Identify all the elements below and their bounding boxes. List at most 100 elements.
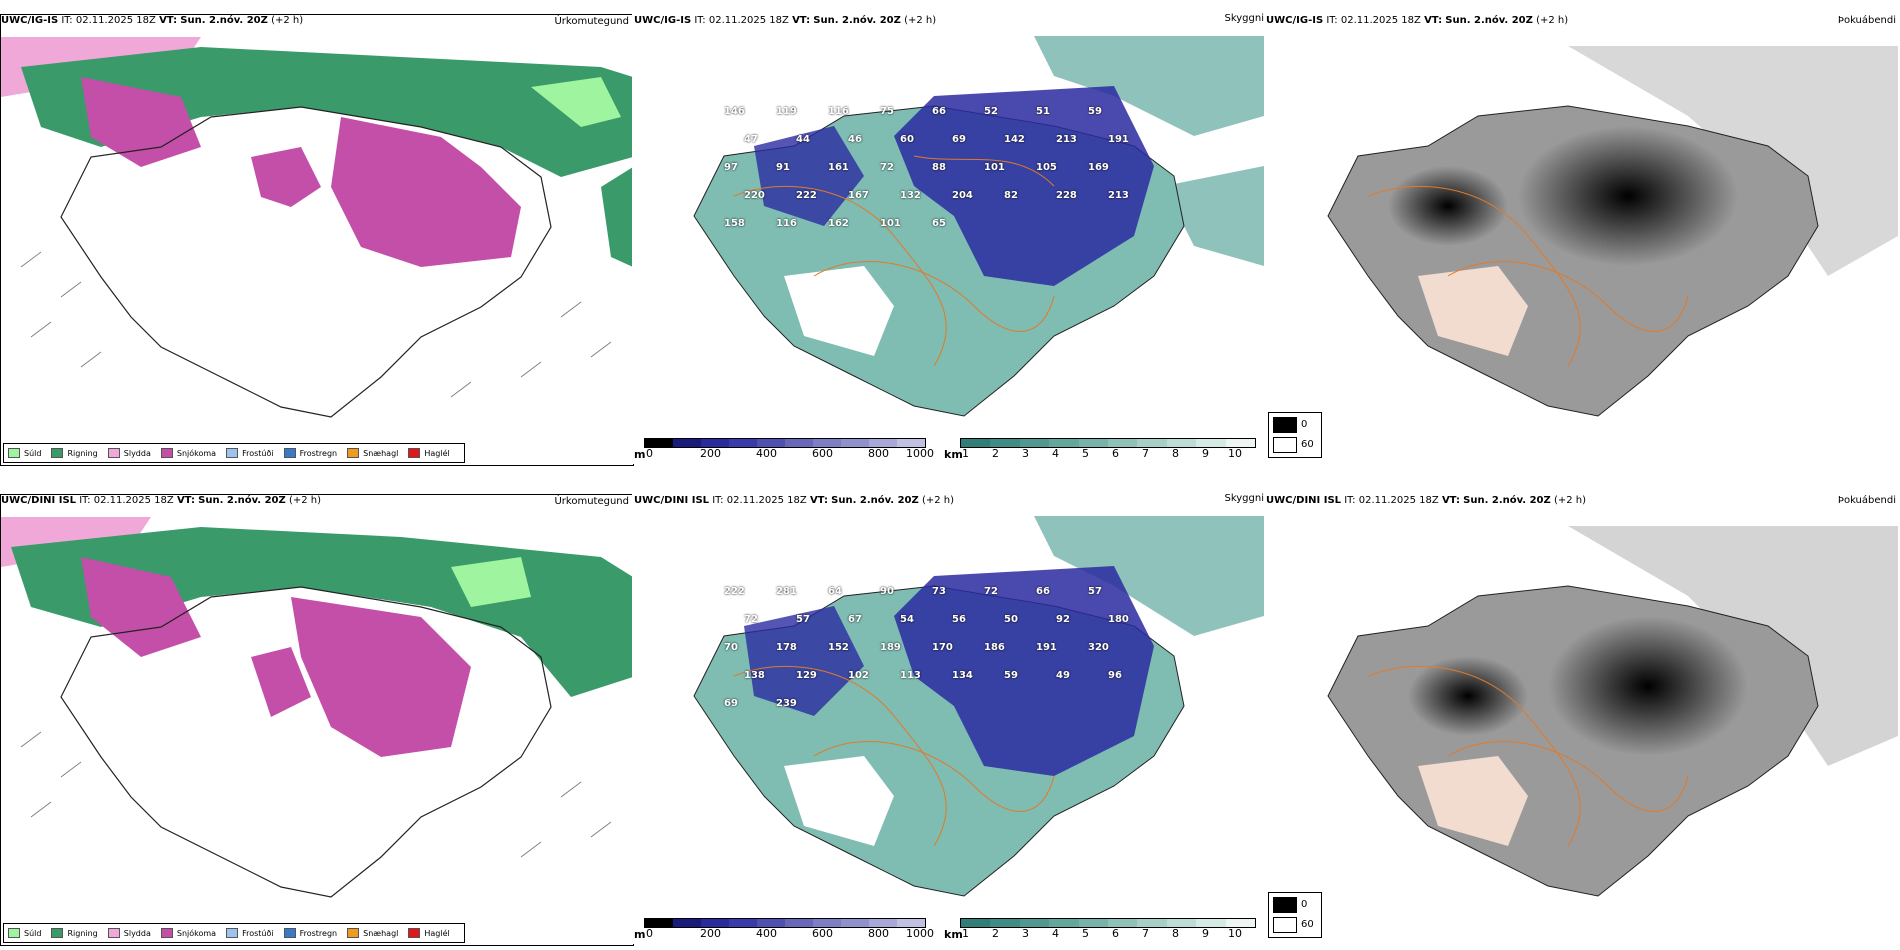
legend-item: Súld (8, 448, 41, 458)
high-fog-area (1548, 616, 1748, 756)
snow-area (251, 647, 311, 717)
panel-title: Skyggni (1224, 13, 1264, 24)
visibility-tick: 7 (1142, 447, 1149, 460)
high-fog-area (1388, 166, 1508, 246)
legend-item: Frostúði (226, 928, 274, 938)
fog-map-svg (1268, 516, 1898, 916)
fog-map (1268, 36, 1898, 436)
wind-barbs (20, 731, 612, 858)
visibility-map (634, 36, 1264, 436)
visibility-tick: 4 (1052, 447, 1059, 460)
fog-legend-low: 60 (1301, 439, 1314, 450)
iceland-coastline (60, 586, 552, 898)
clear-area (784, 266, 894, 356)
snow-area (81, 77, 201, 167)
legend-swatch (51, 448, 64, 458)
panel-header: UWC/IG-IS IT: 02.11.2025 18Z VT: Sun. 2.… (1266, 15, 1569, 26)
fog-map (1268, 516, 1898, 916)
panel-title: Þokuábendi (1837, 495, 1896, 506)
legend-item: Snæhagl (347, 928, 398, 938)
visibility-tick: 5 (1082, 447, 1089, 460)
precip-map-svg (1, 517, 633, 919)
fog-legend-high: 0 (1301, 419, 1308, 430)
legend-swatch (160, 448, 173, 458)
panel-title: Úrkomutegund (554, 496, 629, 507)
legend-item: Frostúði (226, 448, 274, 458)
drizzle-area (451, 557, 531, 607)
precip-type-legend: Súld Rigning Slydda Snjókoma Frostúði Fr… (3, 923, 465, 943)
terrain-contours (733, 155, 1055, 367)
panel-header: UWC/DINI ISL IT: 02.11.2025 18Z VT: Sun.… (1, 495, 322, 506)
legend-item: Rigning (51, 928, 98, 938)
legend-swatch (226, 448, 239, 458)
visibility-panel-bottom: UWC/DINI ISL IT: 02.11.2025 18Z VT: Sun.… (632, 493, 1264, 944)
precip-map (1, 37, 633, 439)
legend-swatch (408, 448, 421, 458)
wind-barbs (20, 251, 612, 398)
sea-low-vis (1164, 166, 1264, 266)
low-ceiling-area (744, 606, 864, 716)
snow-area (291, 597, 471, 757)
fog-panel-top: UWC/IG-IS IT: 02.11.2025 18Z VT: Sun. 2.… (1264, 14, 1900, 464)
ceiling-tick: 1000 (906, 447, 934, 460)
panel-title: Úrkomutegund (554, 16, 629, 27)
low-ceiling-area (894, 566, 1154, 776)
terrain-contours (1367, 665, 1689, 847)
it-label: IT: (61, 15, 73, 26)
vt-label: VT: (159, 15, 178, 26)
high-fog-area (1408, 656, 1528, 736)
legend-item: Snjókoma (160, 928, 216, 938)
visibility-tick: 9 (1202, 447, 1209, 460)
sea-low-vis (1034, 516, 1264, 636)
legend-item: Rigning (51, 448, 98, 458)
low-ceiling-area (894, 86, 1154, 286)
vt-value: Sun. 2.nóv. 20Z (180, 15, 268, 26)
legend-swatch (283, 448, 296, 458)
precip-panel-bottom: UWC/DINI ISL IT: 02.11.2025 18Z VT: Sun.… (0, 494, 634, 946)
ceiling-colorbar-strip (644, 438, 926, 448)
visibility-colorbar: km 1 2 3 4 5 6 7 8 9 10 (944, 918, 1260, 944)
visibility-tick: 3 (1022, 447, 1029, 460)
legend-item: Snjókoma (160, 448, 216, 458)
it-value: 02.11.2025 18Z (75, 15, 156, 26)
precip-panel-top: UWC/IG-IS IT: 02.11.2025 18Z VT: Sun. 2.… (0, 14, 634, 466)
low-ceiling-area (754, 126, 864, 226)
legend-item: Snæhagl (347, 448, 398, 458)
fog-legend-swatch-low (1273, 437, 1297, 453)
precip-map-svg (1, 37, 633, 439)
ceiling-tick: 800 (868, 447, 889, 460)
visibility-colorbar: km 1 2 3 4 5 6 7 8 9 10 (944, 438, 1260, 464)
visibility-map-svg (634, 516, 1264, 916)
fog-panel-bottom: UWC/DINI ISL IT: 02.11.2025 18Z VT: Sun.… (1264, 494, 1900, 944)
ceiling-tick: 200 (700, 447, 721, 460)
low-fog-area (1418, 756, 1528, 846)
lead-time: (+2 h) (271, 15, 304, 26)
panel-header: UWC/DINI ISL IT: 02.11.2025 18Z VT: Sun.… (1266, 495, 1587, 506)
legend-item: Haglél (408, 928, 450, 938)
legend-swatch (347, 448, 360, 458)
snow-area (81, 557, 201, 657)
visibility-map-svg (634, 36, 1264, 436)
precip-map (1, 517, 633, 919)
panel-title: Þokuábendi (1837, 15, 1896, 26)
legend-swatch (107, 448, 120, 458)
snow-area (251, 147, 321, 207)
fog-map-svg (1268, 36, 1898, 436)
ceiling-tick: 600 (812, 447, 833, 460)
legend-swatch (8, 448, 20, 458)
legend-item: Súld (8, 928, 41, 938)
ceiling-colorbar: m 0 200 400 600 800 1000 (634, 438, 934, 464)
high-fog-area (1518, 126, 1738, 266)
legend-item: Slydda (107, 928, 151, 938)
visibility-panel-top: UWC/IG-IS IT: 02.11.2025 18Z VT: Sun. 2.… (632, 13, 1264, 464)
visibility-tick: 6 (1112, 447, 1119, 460)
rain-area (601, 167, 633, 267)
ceiling-unit: m (634, 448, 646, 461)
fog-legend-bottom: 0 60 (1268, 892, 1322, 938)
model-name: UWC/IG-IS (1, 15, 59, 26)
visibility-tick: 10 (1228, 447, 1242, 460)
panel-header: UWC/DINI ISL IT: 02.11.2025 18Z VT: Sun.… (634, 495, 955, 506)
precip-type-legend: Súld Rigning Slydda Snjókoma Frostúði Fr… (3, 443, 465, 463)
legend-item: Frostregn (283, 928, 337, 938)
legend-item: Slydda (107, 448, 151, 458)
